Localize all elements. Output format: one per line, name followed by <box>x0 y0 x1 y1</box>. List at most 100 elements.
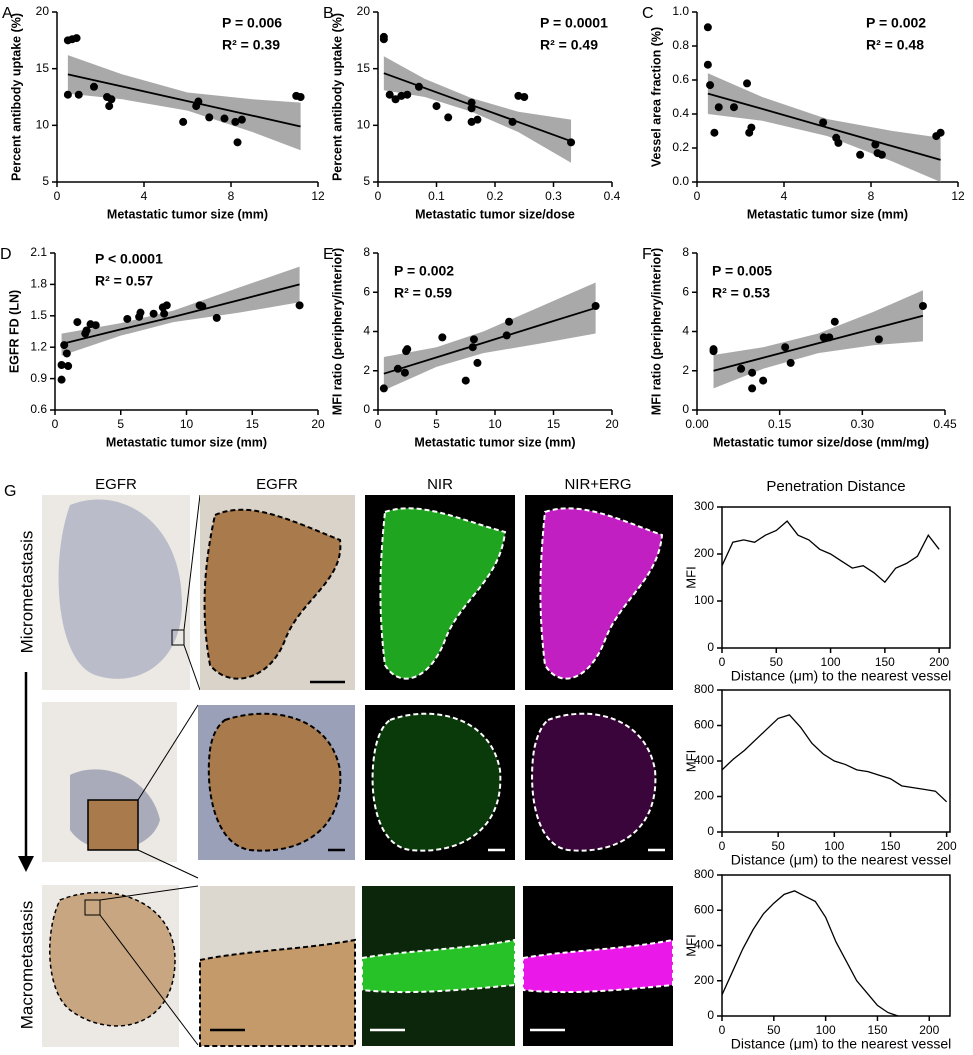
x-tick-label: 50 <box>771 839 785 853</box>
x-tick-label: 0 <box>52 417 59 431</box>
zoom-box <box>84 899 101 916</box>
panel-letter: E <box>323 246 334 263</box>
data-point <box>877 150 886 159</box>
data-point <box>57 360 66 369</box>
x-tick-label: 200 <box>929 655 949 669</box>
x-tick-label: 0.2 <box>487 189 504 203</box>
data-point <box>385 90 394 99</box>
data-point <box>714 103 723 112</box>
y-tick-label: 1.8 <box>30 277 47 291</box>
annotation: R² = 0.59 <box>394 285 452 301</box>
y-tick-label: 20 <box>36 4 50 18</box>
zoom-line <box>99 914 199 1046</box>
x-tick-label: 200 <box>919 1023 939 1037</box>
y-tick-label: 600 <box>694 902 714 916</box>
data-point <box>62 349 71 358</box>
annotation: P = 0.005 <box>712 263 772 279</box>
y-tick-label: 1.5 <box>30 308 47 322</box>
y-tick-label: 2.1 <box>30 245 47 259</box>
column-title: NIR+ERG <box>564 476 631 493</box>
data-point <box>63 90 72 99</box>
fit-line <box>67 73 301 128</box>
data-point <box>89 82 98 91</box>
annotation: P < 0.0001 <box>95 251 163 267</box>
x-tick-label: 10 <box>180 417 194 431</box>
tumor-outline <box>522 938 674 994</box>
zoom-line <box>183 494 201 631</box>
zoom-box <box>171 629 185 646</box>
x-tick-label: 15 <box>246 417 260 431</box>
x-tick-label: 20 <box>605 417 619 431</box>
data-point <box>60 341 69 350</box>
data-point <box>105 102 114 111</box>
y-axis-label: Vessel area fraction (%) <box>649 27 663 167</box>
panel-letter: A <box>2 5 13 22</box>
fit-line <box>383 307 596 375</box>
panel-letter: C <box>642 5 654 22</box>
y-tick-label: 0.9 <box>30 371 47 385</box>
tumor-outline <box>379 507 507 680</box>
y-axis-label: MFI <box>683 934 698 956</box>
data-point <box>703 23 712 32</box>
data-point <box>162 301 171 310</box>
data-point <box>237 115 246 124</box>
y-tick-label: 200 <box>694 973 714 987</box>
annotation: P = 0.006 <box>222 15 282 31</box>
column-title: EGFR <box>256 476 298 493</box>
data-point <box>194 97 203 106</box>
data-point <box>432 102 441 111</box>
y-tick-label: 1.0 <box>672 4 689 18</box>
x-tick-label: 0 <box>694 189 701 203</box>
annotation: R² = 0.57 <box>95 273 153 289</box>
data-point <box>414 82 423 91</box>
annotation: P = 0.002 <box>866 15 926 31</box>
data-point <box>819 333 828 342</box>
x-tick-label: 4 <box>781 189 788 203</box>
x-tick-label: 5 <box>117 417 124 431</box>
x-tick-label: 0 <box>375 189 382 203</box>
x-tick-label: 0 <box>54 189 61 203</box>
y-tick-label: 0 <box>363 402 370 416</box>
y-tick-label: 2 <box>682 363 689 377</box>
zoom-line <box>99 885 199 901</box>
y-tick-label: 600 <box>694 718 714 732</box>
x-axis-label: Metastatic tumor size (mm) <box>106 435 267 449</box>
chart-title: Penetration Distance <box>766 478 905 495</box>
fit-line <box>713 314 924 372</box>
y-tick-label: 0.0 <box>672 174 689 188</box>
fit-line <box>707 92 941 161</box>
data-point <box>502 331 511 340</box>
x-tick-label: 12 <box>951 189 965 203</box>
x-tick-label: 0.45 <box>933 417 957 431</box>
zoom-line <box>183 644 201 691</box>
y-tick-label: 0.4 <box>672 106 689 120</box>
x-tick-label: 0.15 <box>768 417 792 431</box>
data-point <box>856 150 865 159</box>
data-point <box>709 345 718 354</box>
data-point <box>759 376 768 385</box>
data-point <box>198 302 207 311</box>
y-tick-label: 0 <box>707 1008 714 1022</box>
data-point <box>830 317 839 326</box>
data-point <box>786 358 795 367</box>
data-point <box>91 321 100 330</box>
plot-frame <box>721 506 951 649</box>
y-tick-label: 200 <box>694 546 714 560</box>
fit-line <box>61 283 300 345</box>
x-tick-label: 150 <box>880 839 900 853</box>
data-point <box>379 32 388 41</box>
y-tick-label: 15 <box>357 61 371 75</box>
y-tick-label: 6 <box>682 284 689 298</box>
data-point <box>748 368 757 377</box>
y-axis-label: MFI ratio (periphery/interior) <box>330 248 344 415</box>
x-tick-label: 50 <box>770 655 784 669</box>
data-point <box>706 81 715 90</box>
data-point <box>379 384 388 393</box>
x-tick-label: 10 <box>488 417 502 431</box>
data-point <box>781 343 790 352</box>
x-tick-label: 100 <box>816 1023 836 1037</box>
data-point <box>710 128 719 137</box>
data-point <box>82 326 91 335</box>
y-tick-label: 8 <box>682 245 689 259</box>
x-tick-label: 4 <box>141 189 148 203</box>
